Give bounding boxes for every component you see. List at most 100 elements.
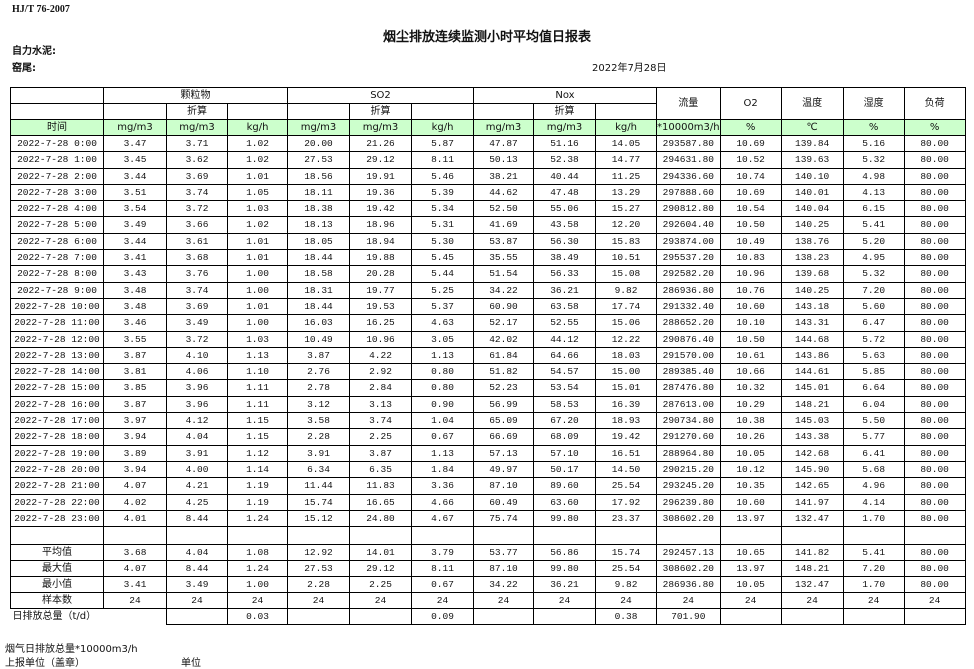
value-cell (719, 608, 782, 626)
value-cell: 291270.60 (656, 428, 721, 446)
value-cell: 63.60 (533, 493, 596, 511)
value-cell: 3.87 (103, 346, 167, 365)
value-cell: 139.84 (780, 134, 844, 153)
table-row: 2022-7-28 3:00 3.51 3.74 1.05 18.11 19.36 5.39… (10, 183, 966, 202)
value-cell: 17.74 (595, 297, 657, 316)
value-cell: 1.00 (227, 281, 288, 299)
unit-cell: *10000m3/h (656, 119, 721, 136)
value-cell: 3.48 (103, 281, 167, 299)
table-row: 2022-7-28 23:00 4.01 8.44 1.24 15.12 24.80 4.6… (10, 509, 966, 528)
empty-cell (595, 526, 657, 546)
value-cell: 8.11 (411, 560, 474, 578)
row-label: 样本数 (10, 592, 104, 610)
value-cell: 80.00 (903, 412, 966, 430)
empty-cell (103, 526, 167, 546)
value-cell: 3.72 (166, 200, 228, 218)
value-cell: 4.63 (411, 314, 474, 332)
value-cell: 291570.00 (656, 346, 721, 365)
value-cell: 5.20 (842, 232, 905, 251)
reporting-unit-label: 上报单位（盖章） (5, 658, 85, 669)
value-cell: 80.00 (903, 395, 966, 414)
value-cell: 288652.20 (656, 314, 721, 332)
value-cell (166, 608, 228, 626)
value-cell: 10.26 (719, 428, 782, 446)
value-cell: 289385.40 (656, 363, 721, 381)
value-cell: 142.68 (780, 444, 844, 462)
value-cell: 21.26 (349, 134, 412, 153)
value-cell: 5.37 (411, 297, 474, 316)
value-cell: 3.47 (103, 134, 167, 153)
value-cell: 3.71 (166, 134, 228, 153)
value-cell: 6.47 (842, 314, 905, 332)
value-cell: 4.04 (166, 428, 228, 446)
value-cell: 10.49 (719, 232, 782, 251)
value-cell: 1.04 (411, 412, 474, 430)
value-cell: 140.01 (780, 183, 844, 202)
value-cell: 3.49 (103, 216, 167, 234)
value-cell: 41.69 (473, 216, 534, 234)
unit-cell: % (842, 119, 905, 136)
value-cell: 3.48 (103, 297, 167, 316)
value-cell: 6.15 (842, 200, 905, 218)
value-cell: 3.89 (103, 444, 167, 462)
value-cell: 5.77 (842, 428, 905, 446)
value-cell: 286936.80 (656, 281, 721, 299)
value-cell: 38.21 (473, 167, 534, 185)
value-cell: 19.42 (595, 428, 657, 446)
unit-label: 单位 (181, 658, 201, 669)
header-blank (103, 103, 167, 120)
value-cell: 288964.80 (656, 444, 721, 462)
value-cell: 4.66 (411, 493, 474, 511)
value-cell: 24 (411, 592, 474, 610)
value-cell: 3.44 (103, 232, 167, 251)
value-cell: 1.13 (411, 346, 474, 365)
value-cell: 3.87 (287, 346, 350, 365)
table-row: 2022-7-28 13:00 3.87 4.10 1.13 3.87 4.22 1.13 6… (10, 346, 966, 365)
value-cell: 3.12 (287, 395, 350, 414)
value-cell: 10.49 (287, 330, 350, 348)
row-label: 2022-7-28 16:00 (10, 395, 104, 414)
value-cell: 61.84 (473, 346, 534, 365)
value-cell: 44.12 (533, 330, 596, 348)
value-cell: 9.82 (595, 281, 657, 299)
value-cell: 294336.60 (656, 167, 721, 185)
value-cell: 7.20 (842, 281, 905, 299)
value-cell: 24 (595, 592, 657, 610)
value-cell: 3.05 (411, 330, 474, 348)
value-cell: 5.63 (842, 346, 905, 365)
value-cell: 3.79 (411, 544, 474, 562)
unit-cell: mg/m3 (103, 119, 167, 136)
value-cell: 80.00 (903, 216, 966, 234)
value-cell: 1.02 (227, 151, 288, 169)
value-cell: 3.74 (166, 183, 228, 202)
value-cell: 80.00 (903, 544, 966, 562)
value-cell: 18.44 (287, 249, 350, 267)
value-cell: 60.49 (473, 493, 534, 511)
value-cell: 1.05 (227, 183, 288, 202)
value-cell: 286936.80 (656, 576, 721, 594)
value-cell: 1.00 (227, 314, 288, 332)
value-cell: 99.80 (533, 509, 596, 528)
value-cell: 3.46 (103, 314, 167, 332)
value-cell: 11.25 (595, 167, 657, 185)
table-row: 2022-7-28 7:00 3.41 3.68 1.01 18.44 19.88 5.45… (10, 249, 966, 267)
value-cell: 10.66 (719, 363, 782, 381)
value-cell: 5.68 (842, 460, 905, 479)
value-cell: 5.72 (842, 330, 905, 348)
value-cell: 293874.00 (656, 232, 721, 251)
value-cell: 292604.40 (656, 216, 721, 234)
value-cell: 5.30 (411, 232, 474, 251)
table-row: 2022-7-28 14:00 3.81 4.06 1.10 2.76 2.92 0.80 5… (10, 363, 966, 381)
value-cell: 14.77 (595, 151, 657, 169)
header-nox: Nox (473, 87, 657, 104)
row-label: 2022-7-28 2:00 (10, 167, 104, 185)
value-cell: 10.96 (719, 265, 782, 283)
value-cell: 3.69 (166, 167, 228, 185)
row-label: 2022-7-28 14:00 (10, 363, 104, 381)
header-blank (287, 103, 350, 120)
value-cell: 57.10 (533, 444, 596, 462)
value-cell: 4.96 (842, 477, 905, 495)
row-label: 2022-7-28 0:00 (10, 134, 104, 153)
value-cell: 12.22 (595, 330, 657, 348)
value-cell: 24 (842, 592, 905, 610)
